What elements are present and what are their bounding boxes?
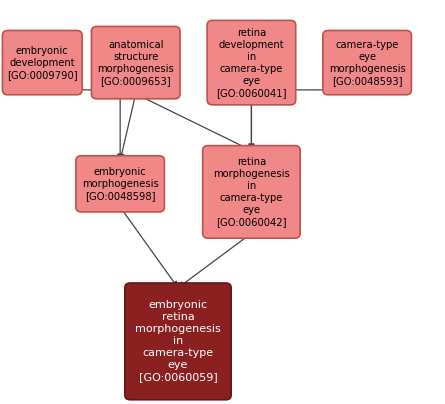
- Text: embryonic
morphogenesis
[GO:0048598]: embryonic morphogenesis [GO:0048598]: [82, 167, 158, 201]
- Text: embryonic
retina
morphogenesis
in
camera-type
eye
[GO:0060059]: embryonic retina morphogenesis in camera…: [135, 301, 221, 382]
- Text: anatomical
structure
morphogenesis
[GO:0009653]: anatomical structure morphogenesis [GO:0…: [97, 40, 174, 86]
- Text: embryonic
development
[GO:0009790]: embryonic development [GO:0009790]: [7, 46, 77, 80]
- FancyBboxPatch shape: [92, 27, 180, 99]
- FancyBboxPatch shape: [207, 21, 295, 105]
- FancyBboxPatch shape: [323, 31, 411, 95]
- Text: retina
development
in
camera-type
eye
[GO:0060041]: retina development in camera-type eye [G…: [216, 27, 287, 98]
- FancyBboxPatch shape: [76, 156, 165, 212]
- Text: retina
morphogenesis
in
camera-type
eye
[GO:0060042]: retina morphogenesis in camera-type eye …: [213, 157, 290, 227]
- FancyBboxPatch shape: [202, 145, 300, 238]
- FancyBboxPatch shape: [3, 31, 82, 95]
- Text: camera-type
eye
morphogenesis
[GO:0048593]: camera-type eye morphogenesis [GO:004859…: [329, 40, 405, 86]
- FancyBboxPatch shape: [125, 283, 231, 400]
